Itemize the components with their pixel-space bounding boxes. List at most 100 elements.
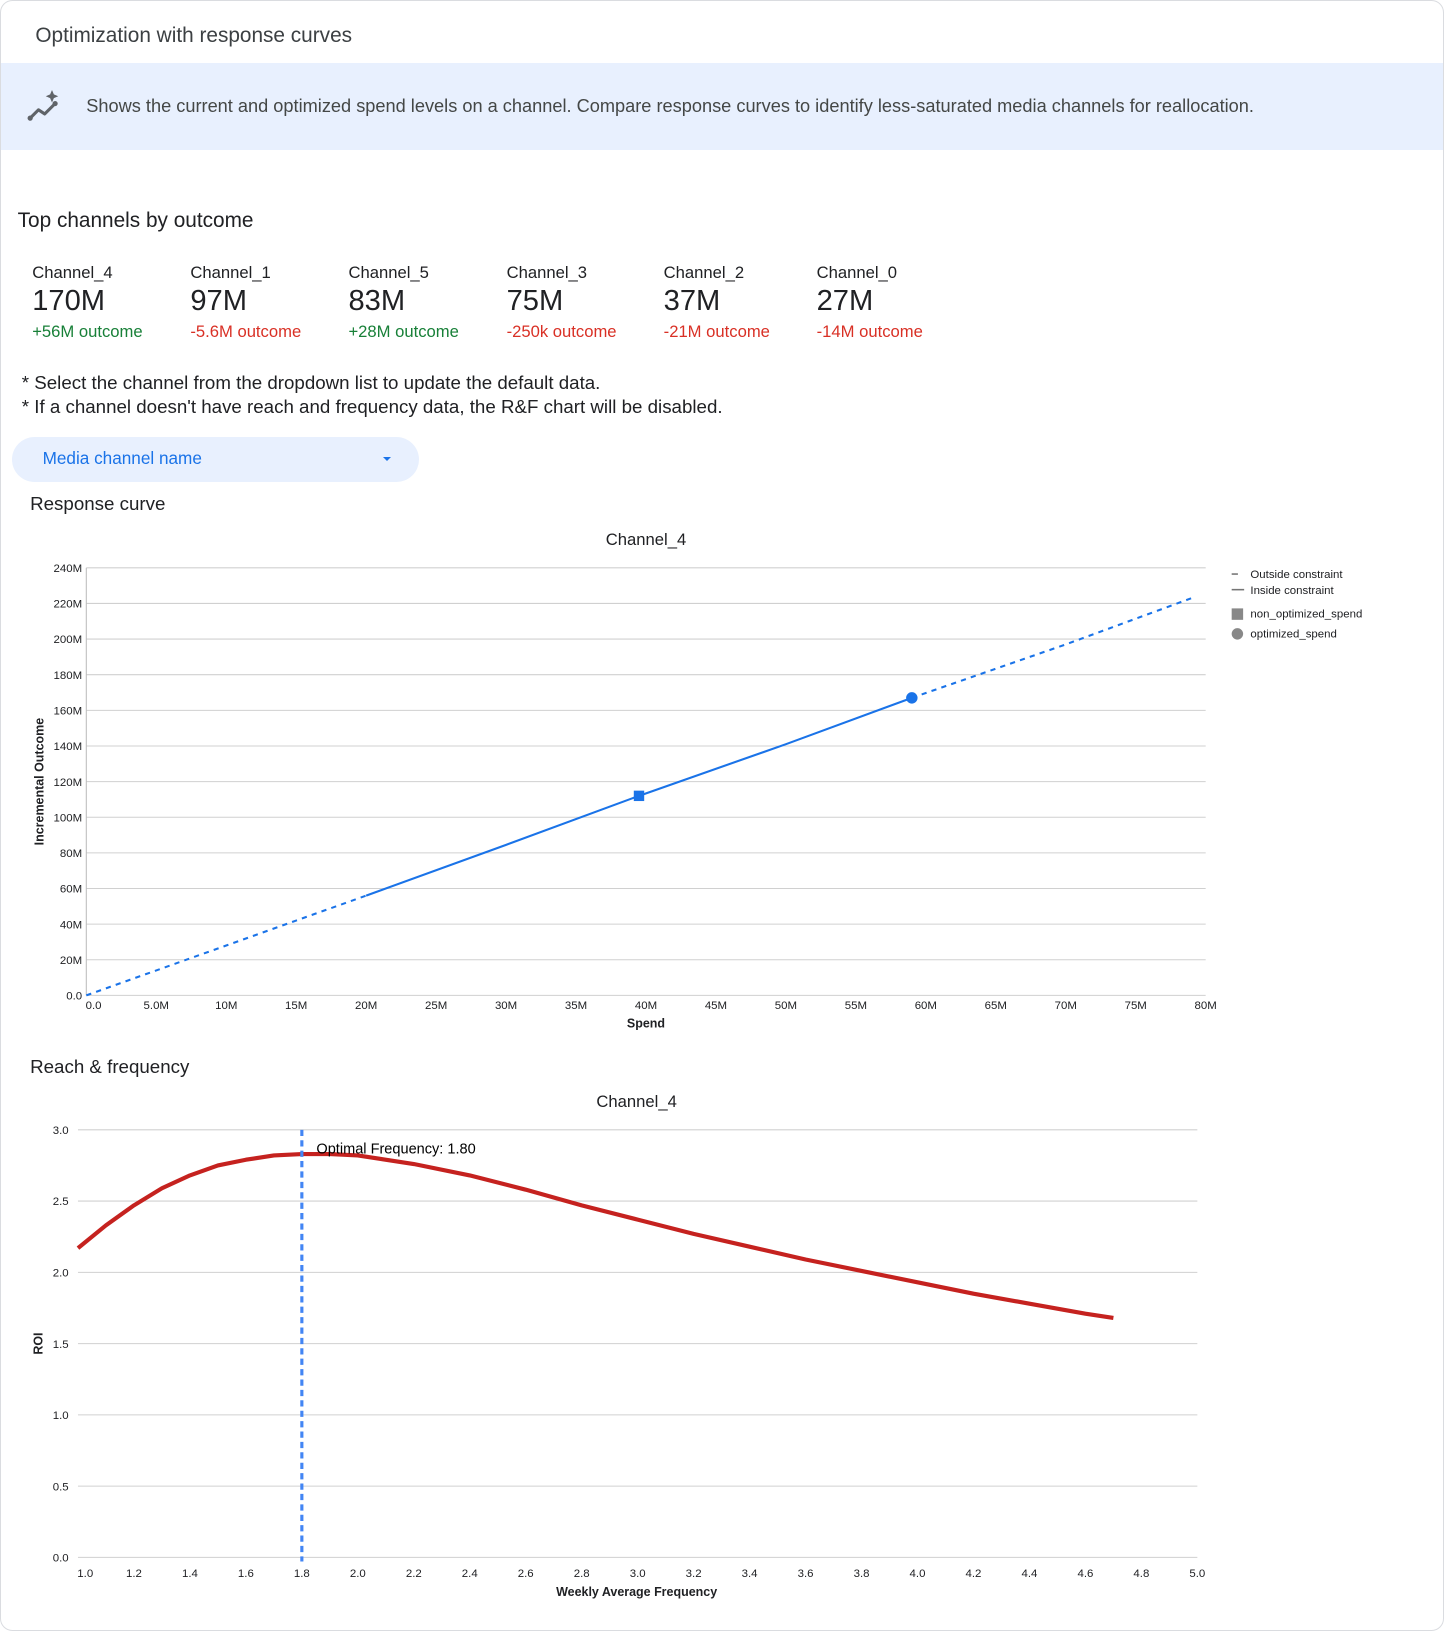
x-tick-label: 4.0: [910, 1568, 926, 1580]
legend-non-optimized-label: non_optimized_spend: [1250, 609, 1362, 621]
channel-delta: -21M outcome: [663, 322, 770, 342]
x-tick-label: 60M: [915, 1000, 937, 1012]
y-tick-label: 60M: [60, 884, 82, 896]
x-tick-label: 1.2: [126, 1568, 142, 1580]
channel-name: Channel_4: [32, 263, 113, 283]
channel-delta: +56M outcome: [32, 322, 143, 342]
channel-delta: -14M outcome: [816, 322, 923, 342]
channel-name: Channel_0: [816, 263, 898, 283]
y-tick-label: 180M: [54, 670, 83, 682]
x-tick-label: 5.0M: [144, 1000, 169, 1012]
channel-name: Channel_5: [348, 263, 429, 283]
chart-title: Channel_4: [606, 530, 686, 549]
optimal-frequency-annotation: Optimal Frequency: 1.80: [316, 1142, 475, 1158]
y-tick-label: 1.0: [53, 1410, 69, 1422]
channel-outcome: 170M: [32, 285, 106, 318]
x-tick-label: 15M: [285, 1000, 307, 1012]
channel-name: Channel_1: [190, 263, 271, 283]
channel-stat: Channel_4 170M +56M outcome: [32, 263, 142, 342]
y-axis-label: Incremental Outcome: [33, 718, 47, 846]
non-optimized-spend-marker: [633, 790, 645, 802]
legend-circle-icon: [1231, 628, 1244, 640]
channel-outcome: 27M: [816, 285, 874, 318]
x-tick-label: 20M: [355, 1000, 377, 1012]
y-tick-label: 140M: [54, 741, 83, 753]
y-tick-label: 120M: [54, 777, 83, 789]
y-tick-label: 240M: [54, 563, 83, 575]
rf-heading: Reach & frequency: [30, 1055, 190, 1077]
channel-delta: +28M outcome: [348, 322, 459, 342]
x-tick-label: 3.2: [686, 1568, 702, 1580]
note-select-channel: * Select the channel from the dropdown l…: [21, 372, 601, 394]
x-tick-label: 1.0: [77, 1568, 93, 1580]
roi-curve: [76, 1151, 1114, 1320]
x-tick-label: 10M: [215, 1000, 237, 1012]
dropdown-label: Media channel name: [42, 448, 202, 469]
legend-square-icon: [1231, 608, 1244, 620]
x-tick-label: 4.4: [1021, 1568, 1038, 1580]
series-outside-constraint-high: [911, 597, 1193, 699]
x-tick-label: 3.8: [854, 1568, 870, 1580]
x-axis-label: Weekly Average Frequency: [556, 1585, 717, 1599]
y-tick-label: 0.0: [66, 991, 82, 1003]
info-banner: Shows the current and optimized spend le…: [1, 63, 1443, 150]
sparkle-trend-icon: [27, 89, 59, 121]
y-tick-label: 0.5: [53, 1481, 69, 1493]
x-tick-label: 1.6: [238, 1568, 254, 1580]
channel-stat: Channel_5 83M +28M outcome: [348, 263, 458, 342]
channel-outcome: 37M: [663, 285, 721, 318]
y-tick-label: 20M: [60, 955, 82, 967]
response-curve-chart: Channel_4 0.0 20M 40M 60M 80M 100M 120M 140M 160M…: [33, 530, 1363, 1031]
x-axis-label: Spend: [627, 1017, 665, 1031]
y-tick-label: 1.5: [53, 1339, 69, 1351]
channel-stat: Channel_1 97M -5.6M outcome: [190, 263, 301, 342]
x-tick-label: 50M: [775, 1000, 797, 1012]
x-tick-label: 2.4: [462, 1568, 479, 1580]
x-tick-label: 0.0: [86, 1000, 102, 1012]
note-rf-disabled: * If a channel doesn't have reach and fr…: [21, 396, 723, 418]
banner-text: Shows the current and optimized spend le…: [86, 96, 1254, 117]
x-tick-label: 35M: [565, 1000, 587, 1012]
x-tick-label: 2.0: [350, 1568, 366, 1580]
card-title: Optimization with response curves: [35, 23, 353, 47]
x-tick-label: 2.8: [574, 1568, 590, 1580]
media-channel-dropdown[interactable]: Media channel name: [12, 436, 420, 482]
reach-frequency-chart: Channel_4 0.0 0.5 1.0 1.5 2.0 2.5 3.0 1.0 1.2 1.4 1…: [32, 1092, 1206, 1599]
x-tick-label: 4.8: [1133, 1568, 1149, 1580]
chart-title: Channel_4: [596, 1092, 676, 1111]
y-tick-label: 0.0: [53, 1552, 69, 1564]
channel-outcome: 83M: [348, 285, 406, 318]
y-tick-label: 160M: [54, 706, 83, 718]
x-tick-label: 40M: [635, 1000, 657, 1012]
y-tick-label: 80M: [60, 848, 82, 860]
x-tick-label: 3.6: [798, 1568, 814, 1580]
channel-stat: Channel_2 37M -21M outcome: [664, 263, 770, 342]
channel-delta: -5.6M outcome: [190, 322, 302, 342]
channel-outcome: 97M: [190, 285, 247, 318]
y-tick-label: 2.5: [53, 1196, 69, 1208]
legend-outside-label: Outside constraint: [1250, 569, 1343, 581]
x-tick-label: 5.0: [1189, 1568, 1205, 1580]
y-axis-label: ROI: [32, 1332, 46, 1354]
channel-delta: -250k outcome: [506, 322, 617, 342]
caret-down-icon: [382, 456, 391, 461]
y-tick-label: 3.0: [53, 1125, 69, 1137]
x-tick-label: 80M: [1195, 1000, 1217, 1012]
optimized-spend-marker: [906, 692, 918, 704]
y-tick-label: 220M: [54, 599, 83, 611]
x-tick-label: 3.4: [742, 1568, 759, 1580]
x-tick-label: 75M: [1125, 1000, 1147, 1012]
x-tick-label: 1.8: [294, 1568, 310, 1580]
y-tick-label: 2.0: [53, 1267, 69, 1279]
channel-stat: Channel_3 75M -250k outcome: [507, 263, 617, 342]
x-tick-label: 4.6: [1077, 1568, 1093, 1580]
x-tick-label: 2.6: [518, 1568, 534, 1580]
legend-optimized-label: optimized_spend: [1250, 629, 1336, 641]
y-tick-label: 200M: [54, 634, 83, 646]
x-tick-label: 55M: [845, 1000, 867, 1012]
x-tick-label: 1.4: [182, 1568, 199, 1580]
x-tick-label: 4.2: [966, 1568, 982, 1580]
channel-outcome: 75M: [506, 285, 564, 318]
series-outside-constraint-low: [85, 894, 367, 997]
